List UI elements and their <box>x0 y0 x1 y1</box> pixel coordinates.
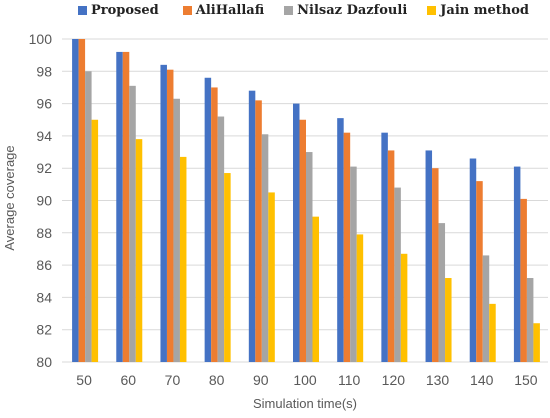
y-tick-label: 82 <box>36 322 52 338</box>
bar-alihallafi-50 <box>78 39 86 362</box>
x-tick-label: 50 <box>76 372 92 388</box>
bar-nilsaz-dazfouli-120 <box>394 187 401 362</box>
bar-alihallafi-70 <box>166 69 174 362</box>
bar-nilsaz-dazfouli-130 <box>438 223 446 362</box>
legend-item-jain: Jain method <box>427 3 529 18</box>
bar-proposed-80 <box>204 77 212 362</box>
legend-item-proposed: Proposed <box>78 3 159 18</box>
bar-alihallafi-80 <box>211 87 218 362</box>
bar-jain-method-100 <box>312 216 319 362</box>
legend-label-proposed: Proposed <box>91 3 159 18</box>
y-tick-label: 92 <box>36 160 52 176</box>
bar-proposed-70 <box>160 64 167 362</box>
legend-label-nilsaz: Nilsaz Dazfouli <box>297 3 408 18</box>
bar-proposed-150 <box>513 166 521 362</box>
bar-jain-method-130 <box>445 278 452 362</box>
y-axis-title: Average coverage <box>2 145 17 250</box>
legend-swatch-nilsaz <box>284 6 294 15</box>
legend-item-alihallafi: AliHallafi <box>182 3 265 18</box>
bar-jain-method-70 <box>179 156 187 362</box>
bar-nilsaz-dazfouli-50 <box>85 71 92 363</box>
bar-nilsaz-dazfouli-90 <box>261 134 269 362</box>
x-tick-labels: 50 60 70 80 90 100 110 120 130 140 150 <box>76 372 537 388</box>
legend-item-nilsaz: Nilsaz Dazfouli <box>284 3 407 18</box>
bar-alihallafi-60 <box>122 51 130 363</box>
y-tick-label: 98 <box>36 63 52 79</box>
bar-nilsaz-dazfouli-150 <box>526 278 534 362</box>
x-tick-label: 100 <box>293 372 317 388</box>
bar-nilsaz-dazfouli-100 <box>306 152 313 362</box>
legend-swatch-alihallafi <box>182 6 192 15</box>
bar-jain-method-140 <box>489 303 496 362</box>
bar-nilsaz-dazfouli-110 <box>350 166 357 362</box>
x-tick-label: 60 <box>120 372 136 388</box>
bar-nilsaz-dazfouli-140 <box>482 255 490 362</box>
legend-label-alihallafi: AliHallafi <box>195 3 265 18</box>
legend-swatch-proposed <box>78 6 87 15</box>
legend: Proposed AliHallafi Nilsaz Dazfouli Jain… <box>78 3 550 18</box>
y-tick-label: 94 <box>36 128 52 144</box>
bar-alihallafi-130 <box>432 168 439 362</box>
x-tick-label: 120 <box>382 372 406 388</box>
bar-nilsaz-dazfouli-70 <box>173 98 180 362</box>
bar-proposed-110 <box>337 118 344 362</box>
bar-alihallafi-140 <box>476 181 483 362</box>
bars <box>72 39 540 363</box>
y-tick-labels: 80 82 84 86 88 90 92 94 96 98 100 <box>29 31 53 370</box>
bar-proposed-90 <box>248 90 256 363</box>
bar-alihallafi-110 <box>343 132 351 362</box>
bar-jain-method-50 <box>91 119 99 362</box>
y-tick-label: 88 <box>36 225 52 241</box>
legend-label-jain: Jain method <box>440 3 529 18</box>
x-tick-label: 130 <box>426 372 450 388</box>
x-axis-title: Simulation time(s) <box>253 396 357 411</box>
y-tick-label: 86 <box>36 257 52 273</box>
bar-alihallafi-120 <box>387 150 395 362</box>
bar-proposed-50 <box>72 39 79 362</box>
bar-jain-method-80 <box>224 173 231 362</box>
y-tick-label: 90 <box>36 193 52 209</box>
bar-nilsaz-dazfouli-60 <box>129 85 136 363</box>
bar-jain-method-90 <box>268 192 275 362</box>
bar-jain-method-120 <box>400 253 408 362</box>
y-tick-label: 100 <box>29 31 53 47</box>
x-tick-label: 90 <box>253 372 269 388</box>
bar-proposed-120 <box>381 132 388 362</box>
bar-proposed-100 <box>293 103 300 362</box>
x-tick-label: 110 <box>338 372 361 388</box>
y-tick-label: 96 <box>36 96 52 112</box>
bar-jain-method-110 <box>356 234 364 362</box>
bar-nilsaz-dazfouli-80 <box>217 116 225 363</box>
bar-proposed-130 <box>425 150 433 362</box>
bar-proposed-140 <box>469 158 477 362</box>
bar-alihallafi-90 <box>255 100 262 363</box>
y-tick-label: 80 <box>36 354 52 370</box>
x-tick-label: 140 <box>470 372 494 388</box>
x-tick-label: 70 <box>165 372 181 388</box>
bar-proposed-60 <box>116 51 123 363</box>
x-tick-label: 150 <box>514 372 538 388</box>
bar-jain-method-150 <box>533 323 540 362</box>
y-tick-label: 84 <box>36 289 52 305</box>
x-tick-label: 80 <box>209 372 225 388</box>
bar-alihallafi-150 <box>520 198 527 362</box>
bar-alihallafi-100 <box>299 119 306 362</box>
legend-swatch-jain <box>427 6 437 15</box>
bar-jain-method-60 <box>135 139 143 362</box>
